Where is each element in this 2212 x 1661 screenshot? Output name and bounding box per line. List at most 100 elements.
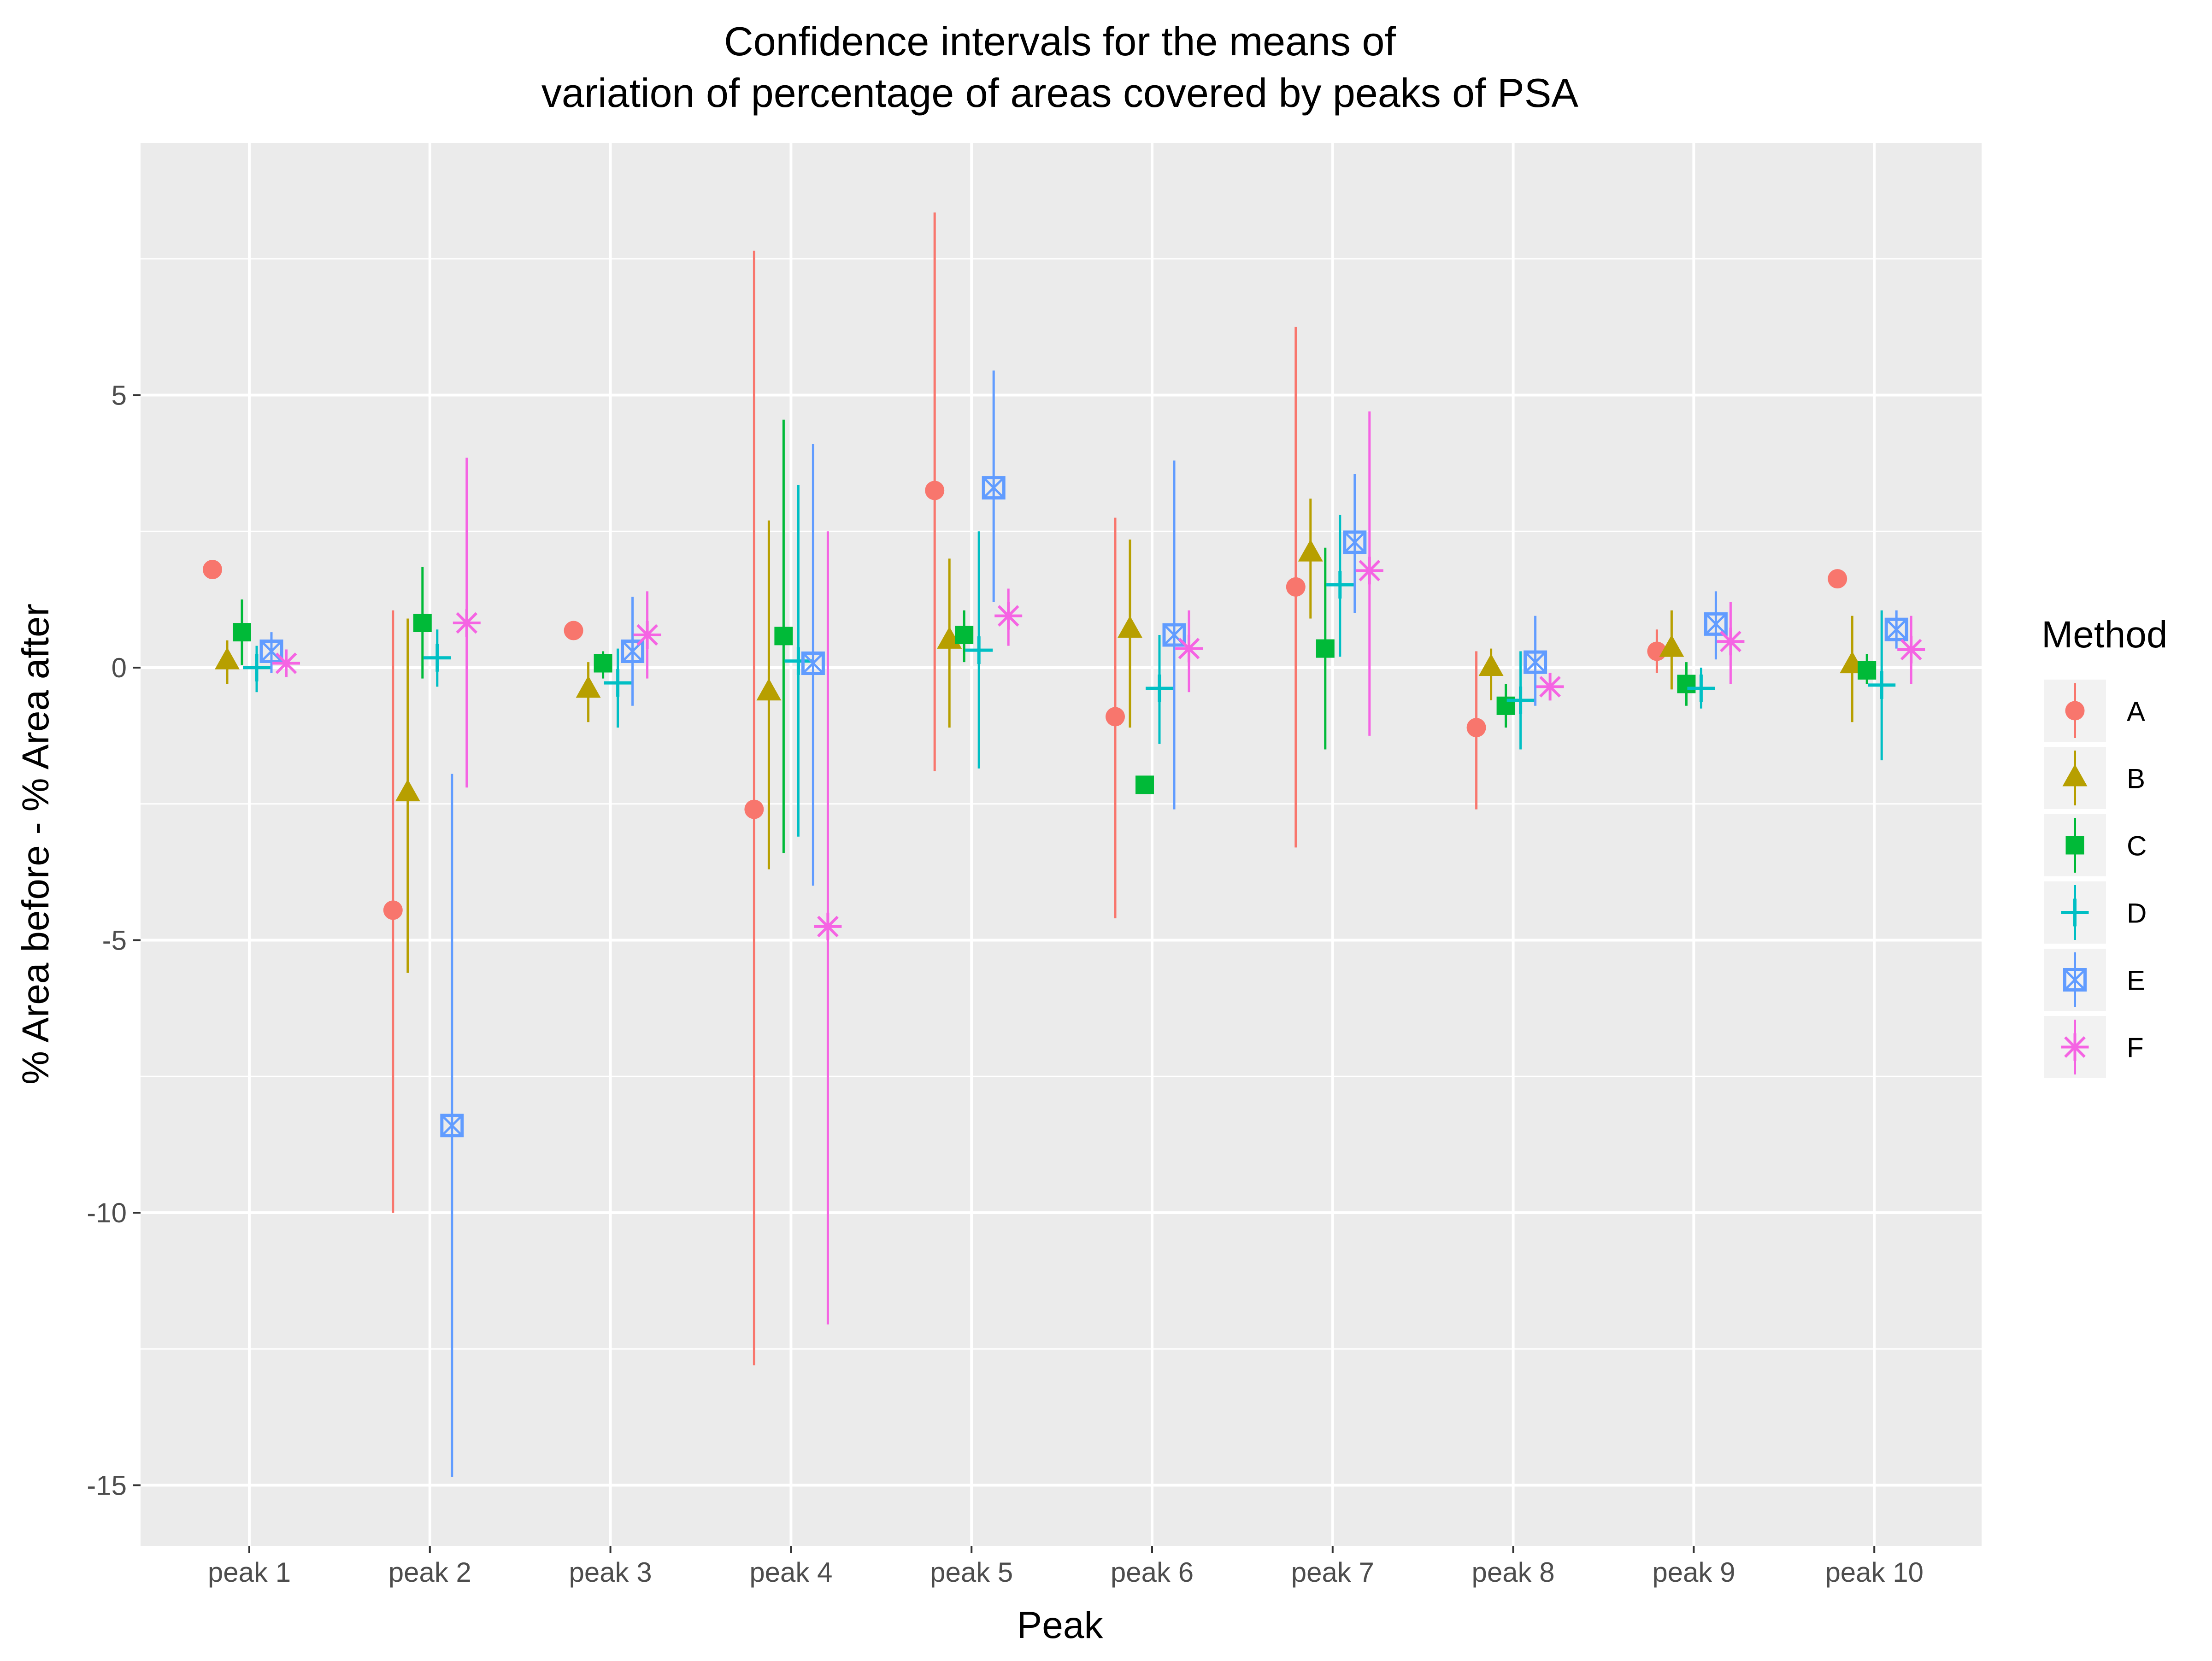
x-tick-label: peak 10 (1825, 1557, 1924, 1588)
data-point (233, 623, 251, 642)
x-tick-label: peak 4 (749, 1557, 832, 1588)
legend-marker (2065, 701, 2085, 721)
data-point (1298, 539, 1323, 562)
data-point (1355, 557, 1383, 585)
data-point (1897, 635, 1925, 663)
data-point (1659, 634, 1684, 657)
data-point (423, 644, 451, 672)
legend-marker (2062, 764, 2088, 786)
x-tick-label: peak 3 (569, 1557, 652, 1588)
chart-title-line-1: Confidence intervals for the means of (724, 18, 1396, 64)
data-point (1884, 617, 1908, 641)
data-point (1868, 671, 1896, 699)
data-point (814, 912, 842, 940)
legend-label: A (2127, 696, 2145, 727)
legend-label: B (2127, 763, 2145, 794)
data-point (413, 613, 432, 632)
data-point (453, 609, 481, 637)
data-point (774, 627, 793, 646)
data-point (744, 799, 764, 819)
data-point (1717, 628, 1745, 656)
x-tick-label: peak 5 (930, 1557, 1013, 1588)
series-E (259, 370, 1908, 1477)
legend-marker (2065, 836, 2084, 855)
data-point (383, 900, 403, 920)
data-point (1524, 650, 1547, 674)
legend-item-B: B (2044, 747, 2145, 809)
data-series (203, 212, 1925, 1477)
data-point (1135, 775, 1154, 794)
x-tick-label: peak 1 (208, 1557, 291, 1588)
legend-marker (2061, 898, 2089, 927)
legend-item-C: C (2044, 814, 2147, 876)
data-point (982, 476, 1006, 500)
grid-lines (141, 143, 1982, 1546)
data-point (576, 675, 601, 698)
data-point (604, 669, 632, 697)
x-tick-label: peak 7 (1291, 1557, 1374, 1588)
data-point (1478, 654, 1504, 676)
y-tick-label: -15 (87, 1470, 127, 1501)
x-tick-label: peak 2 (388, 1557, 471, 1588)
legend: Method A B C D E F (2041, 614, 2168, 1078)
legend-item-E: E (2044, 949, 2145, 1011)
data-point (440, 1114, 464, 1138)
axis-ticks: 5 0 -5 -10 -15 peak 1 peak 2 peak 3 peak 4 peak 5… (87, 380, 1924, 1588)
legend-label: E (2127, 965, 2145, 996)
legend-item-F: F (2044, 1016, 2144, 1078)
data-point (1118, 616, 1142, 638)
data-point (1343, 530, 1367, 554)
data-point (1506, 686, 1535, 714)
x-tick-label: peak 6 (1111, 1557, 1194, 1588)
data-point (1106, 707, 1125, 727)
data-point (633, 621, 661, 649)
data-point (594, 654, 612, 673)
data-point (259, 640, 283, 663)
plot-panel (141, 143, 1982, 1546)
data-point (1286, 577, 1306, 597)
legend-marker (2063, 968, 2087, 992)
chart-title-line-2: variation of percentage of areas covered… (541, 70, 1579, 116)
data-point (1326, 571, 1354, 599)
data-point (203, 560, 222, 580)
legend-label: F (2127, 1033, 2144, 1063)
data-point (1828, 569, 1847, 589)
legend-label: D (2127, 898, 2147, 929)
data-point (1704, 612, 1728, 636)
data-point (1687, 674, 1715, 702)
data-point (395, 779, 420, 802)
data-point (215, 647, 240, 669)
legend-label: C (2127, 831, 2147, 862)
x-axis-title: Peak (1017, 1604, 1104, 1646)
x-tick-label: peak 9 (1652, 1557, 1735, 1588)
data-point (1466, 718, 1486, 738)
y-axis-title: % Area before - % Area after (15, 604, 57, 1085)
data-point (994, 602, 1023, 630)
data-point (1316, 639, 1335, 658)
legend-item-D: D (2044, 881, 2147, 944)
data-point (272, 649, 300, 677)
data-point (1175, 634, 1203, 663)
data-point (925, 481, 945, 500)
series-F (272, 411, 1925, 1325)
data-point (784, 647, 812, 675)
data-point (756, 678, 782, 701)
legend-item-A: A (2044, 680, 2145, 742)
data-point (801, 651, 825, 675)
x-tick-label: peak 8 (1472, 1557, 1555, 1588)
data-point (1536, 673, 1564, 701)
data-point (965, 636, 993, 664)
data-point (1677, 675, 1696, 693)
series-A (203, 212, 1847, 1366)
data-point (1146, 674, 1173, 702)
legend-marker (2061, 1033, 2089, 1061)
data-point (243, 654, 271, 681)
legend-title: Method (2041, 614, 2168, 656)
series-D (243, 485, 1896, 837)
series-C (233, 419, 1877, 853)
data-point (955, 626, 974, 645)
y-tick-label: -5 (102, 925, 127, 956)
data-point (564, 621, 583, 640)
